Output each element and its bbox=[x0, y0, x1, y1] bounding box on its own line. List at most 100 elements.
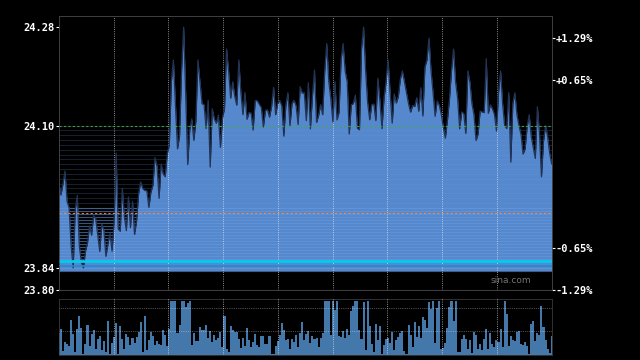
Bar bbox=[191, 345, 193, 355]
Bar bbox=[197, 341, 199, 355]
Bar bbox=[356, 301, 358, 355]
Bar bbox=[471, 352, 473, 355]
Bar bbox=[195, 341, 197, 355]
Bar bbox=[177, 333, 179, 355]
Bar bbox=[344, 338, 346, 355]
Bar bbox=[156, 341, 158, 355]
Bar bbox=[461, 339, 463, 355]
Bar bbox=[221, 347, 223, 355]
Bar bbox=[543, 327, 545, 355]
Bar bbox=[360, 339, 362, 355]
Bar bbox=[536, 333, 538, 355]
Bar bbox=[93, 330, 95, 355]
Bar bbox=[264, 344, 266, 355]
Bar bbox=[340, 337, 342, 355]
Bar bbox=[215, 340, 218, 355]
Bar bbox=[246, 328, 248, 355]
Bar bbox=[424, 320, 426, 355]
Text: sina.com: sina.com bbox=[490, 276, 531, 285]
Bar bbox=[452, 321, 454, 355]
Bar bbox=[420, 338, 422, 355]
Bar bbox=[74, 352, 76, 355]
Bar bbox=[338, 336, 340, 355]
Bar bbox=[430, 309, 432, 355]
Bar bbox=[446, 328, 449, 355]
Bar bbox=[228, 352, 230, 355]
Bar bbox=[530, 324, 532, 355]
Bar bbox=[168, 329, 170, 355]
Bar bbox=[184, 307, 187, 355]
Bar bbox=[440, 349, 442, 355]
Bar bbox=[477, 348, 479, 355]
Bar bbox=[299, 333, 301, 355]
Bar bbox=[469, 339, 471, 355]
Bar bbox=[182, 301, 184, 355]
Bar bbox=[473, 332, 475, 355]
Bar bbox=[254, 334, 256, 355]
Bar bbox=[399, 333, 401, 355]
Bar bbox=[375, 324, 377, 355]
Bar bbox=[136, 337, 138, 355]
Bar bbox=[379, 325, 381, 355]
Bar bbox=[516, 332, 518, 355]
Bar bbox=[283, 329, 285, 355]
Bar bbox=[514, 341, 516, 355]
Bar bbox=[259, 347, 260, 355]
Bar bbox=[534, 341, 536, 355]
Bar bbox=[109, 354, 111, 355]
Bar bbox=[262, 336, 264, 355]
Bar bbox=[276, 341, 278, 355]
Bar bbox=[129, 345, 131, 355]
Bar bbox=[540, 306, 543, 355]
Bar bbox=[547, 349, 548, 355]
Bar bbox=[203, 330, 205, 355]
Bar bbox=[256, 345, 259, 355]
Bar bbox=[346, 329, 348, 355]
Bar bbox=[312, 336, 314, 355]
Bar bbox=[275, 346, 276, 355]
Bar bbox=[358, 330, 360, 355]
Bar bbox=[365, 350, 367, 355]
Bar bbox=[154, 345, 156, 355]
Bar bbox=[526, 346, 528, 355]
Bar bbox=[463, 334, 465, 355]
Bar bbox=[131, 338, 134, 355]
Bar bbox=[236, 332, 238, 355]
Bar bbox=[68, 346, 70, 355]
Bar bbox=[493, 347, 495, 355]
Bar bbox=[115, 323, 117, 355]
Bar bbox=[467, 348, 469, 355]
Bar bbox=[160, 345, 162, 355]
Bar bbox=[141, 352, 144, 355]
Bar bbox=[391, 332, 393, 355]
Bar bbox=[119, 326, 121, 355]
Bar bbox=[479, 344, 481, 355]
Bar bbox=[117, 354, 119, 355]
Bar bbox=[134, 343, 136, 355]
Bar bbox=[287, 339, 289, 355]
Bar bbox=[328, 301, 330, 355]
Bar bbox=[389, 343, 391, 355]
Bar bbox=[418, 326, 420, 355]
Bar bbox=[232, 330, 234, 355]
Bar bbox=[381, 354, 383, 355]
Bar bbox=[189, 301, 191, 355]
Bar bbox=[442, 348, 444, 355]
Bar bbox=[432, 301, 434, 355]
Bar bbox=[225, 349, 228, 355]
Bar bbox=[278, 336, 281, 355]
Bar bbox=[522, 345, 524, 355]
Bar bbox=[438, 301, 440, 355]
Bar bbox=[252, 342, 254, 355]
Bar bbox=[348, 335, 350, 355]
Bar bbox=[309, 343, 312, 355]
Bar bbox=[91, 334, 93, 355]
Bar bbox=[403, 351, 406, 355]
Bar bbox=[326, 301, 328, 355]
Bar bbox=[319, 338, 322, 355]
Bar bbox=[234, 332, 236, 355]
Bar bbox=[62, 351, 64, 355]
Bar bbox=[372, 352, 375, 355]
Bar bbox=[483, 339, 485, 355]
Bar bbox=[396, 340, 397, 355]
